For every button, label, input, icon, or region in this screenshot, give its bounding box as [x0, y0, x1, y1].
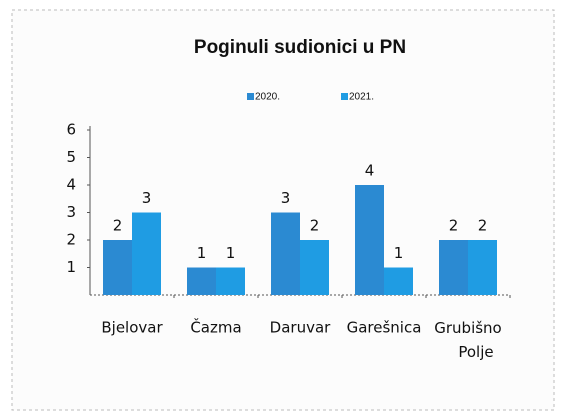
- bar: [271, 212, 300, 295]
- x-tick-label: Bjelovar: [101, 319, 163, 337]
- y-tick-label: 1: [66, 258, 76, 276]
- bar: [439, 240, 468, 295]
- x-tick-label: Grubišno Polje: [434, 319, 502, 361]
- x-tick-label: Daruvar: [270, 319, 331, 337]
- x-tick-label: Čazma: [190, 318, 241, 337]
- value-label: 3: [281, 189, 291, 207]
- value-label: 2: [310, 217, 320, 235]
- x-tick-label: Garešnica: [347, 319, 422, 337]
- y-tick-label: 2: [66, 231, 76, 249]
- y-tick-label: 4: [66, 176, 76, 194]
- value-label: 2: [449, 217, 459, 235]
- value-label: 3: [142, 189, 152, 207]
- y-tick-label: 5: [66, 148, 76, 166]
- value-label: 4: [365, 162, 375, 180]
- bar: [132, 212, 161, 295]
- legend-swatch: [341, 93, 348, 100]
- bar: [300, 240, 329, 295]
- chart-frame: [11, 9, 555, 411]
- y-tick-label: 3: [66, 203, 76, 221]
- value-label: 2: [113, 217, 123, 235]
- value-label: 1: [197, 244, 207, 262]
- bar: [384, 267, 413, 295]
- bar: [103, 240, 132, 295]
- y-tick-label: 6: [66, 121, 76, 139]
- legend-label: 2021.: [349, 92, 374, 103]
- bar: [355, 185, 384, 295]
- legend-swatch: [247, 93, 254, 100]
- bar: [216, 267, 245, 295]
- bar: [468, 240, 497, 295]
- chart-title: Poginuli sudionici u PN: [194, 37, 406, 58]
- value-label: 2: [478, 217, 488, 235]
- value-label: 1: [226, 244, 236, 262]
- legend-label: 2020.: [255, 92, 280, 103]
- value-label: 1: [394, 244, 404, 262]
- bar: [187, 267, 216, 295]
